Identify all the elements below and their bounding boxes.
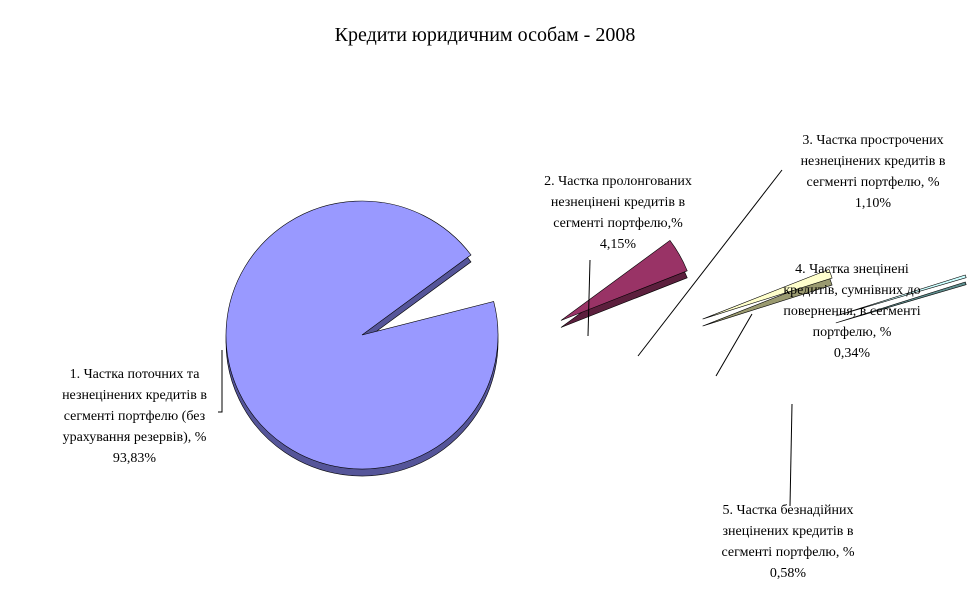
slice-label-2-line-4: 4,15% [599,237,637,252]
slice-label-1-line-2: незнецінених кредитів в [62,388,207,403]
slice-label-2-line-3: сегменті портфелю,% [553,216,683,231]
chart-title: Кредити юридичним особам - 2008 [334,24,636,46]
slice-label-4-line-4: портфелю, % [812,325,892,340]
slice-label-5-line-4: 0,58% [769,566,807,581]
pie-slice-4-side [835,281,967,324]
slice-label-3-line-4: 1,10% [854,196,892,211]
pie-slice-3 [702,268,833,320]
leader-line-3 [637,169,783,357]
slice-label-5-line-1: 5. Частка безнадійних [722,503,854,518]
slice-label-4-line-3: повернення, в сегменті [783,304,921,319]
slice-label-5: 5. Частка безнадійних знецінених кредиті… [698,500,878,584]
slice-label-1-line-4: урахування резервів), % [62,430,207,445]
slice-label-2-line-2: незнецінені кредитів в [550,195,686,210]
slice-label-4-line-1: 4. Частка знецінені [795,262,909,277]
slice-label-5-line-2: знецінених кредитів в [722,524,854,539]
leader-line-5 [789,403,793,507]
slice-label-1-line-5: 93,83% [112,451,157,466]
slice-label-4-line-2: кредитів, сумнівних до [783,283,921,298]
slice-label-1-line-3: сегменті портфелю (без [63,409,206,424]
slice-label-4: 4. Частка знецінені кредитів, сумнівних … [762,259,942,364]
slice-label-3: 3. Частка прострочених незнецінених кред… [778,130,968,214]
slice-label-1: 1. Частка поточних та незнецінених креди… [42,364,227,469]
slice-label-5-line-3: сегменті портфелю, % [721,545,855,560]
pie-slice-1 [225,200,499,470]
leader-line-4 [715,313,753,377]
slice-label-1-line-1: 1. Частка поточних та [69,367,200,382]
slice-label-2-line-1: 2. Частка пролонгованих [544,174,692,189]
slice-label-2: 2. Частка пролонгованих незнецінені кред… [518,171,718,255]
leader-line-1 [218,350,223,413]
slice-label-3-line-3: сегменті портфелю, % [806,175,940,190]
slice-label-3-line-2: незнецінених кредитів в [800,154,946,169]
slice-label-3-line-1: 3. Частка прострочених [802,133,944,148]
pie-slice-2 [560,240,688,321]
slice-label-4-line-5: 0,34% [833,346,871,361]
pie-slice-4 [835,274,967,317]
leader-line-2 [587,259,591,337]
